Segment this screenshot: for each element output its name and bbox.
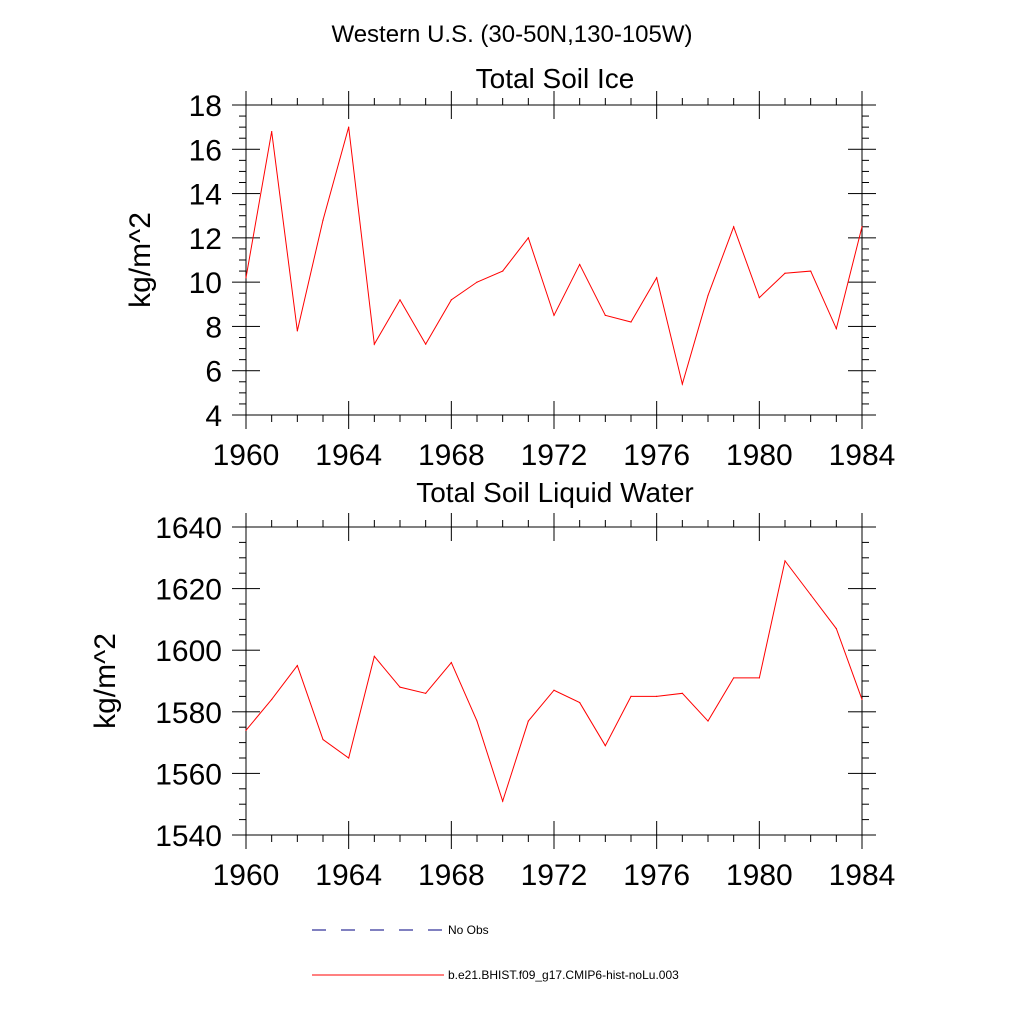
data-point [630,321,632,323]
data-point [810,594,812,596]
data-point [450,661,452,664]
x-tick-label: 1976 [623,859,690,892]
data-point [707,720,709,722]
series-line-model [245,127,863,386]
data-point [681,383,683,385]
y-axis-label: kg/m^2 [124,212,157,308]
x-tick-label: 1964 [315,439,382,472]
x-tick-label: 1984 [829,859,896,892]
data-point [604,745,606,747]
y-tick-label: 1640 [155,512,222,545]
data-point [579,263,581,266]
y-tick-label: 8 [205,311,222,344]
data-point [835,328,837,330]
plot-frame [245,104,863,416]
data-point [399,299,401,301]
series-line-model [245,559,863,803]
data-point [835,628,837,630]
x-tick-label: 1968 [418,439,485,472]
data-point [425,343,427,345]
data-point [245,277,247,279]
data-point [758,297,760,299]
x-tick-label: 1960 [213,439,280,472]
data-point [245,729,247,731]
x-tick-label: 1976 [623,439,690,472]
data-point [373,655,375,657]
y-tick-label: 6 [205,356,222,389]
legend: No Obs b.e21.BHIST.f09_g17.CMIP6-hist-no… [312,923,679,982]
x-tick-label: 1972 [521,859,588,892]
y-tick-label: 16 [189,134,222,167]
data-point [271,130,273,133]
axis-ticks: 1960 1964 1968 1972 1976 1980 1984 1540 1560 1580… [155,512,895,892]
data-point [707,294,709,297]
data-point [502,800,504,802]
data-point [861,226,863,228]
y-tick-label: 1540 [155,820,222,853]
data-point [604,314,606,316]
data-point [348,757,350,759]
data-point [656,277,658,279]
legend-label-no-obs: No Obs [448,923,489,937]
data-point [476,281,478,283]
panel-total-soil-liquid-water: Total Soil Liquid Water kg/m^2 1960 1964 1… [89,477,895,892]
axis-ticks: 1960 1964 1968 1972 1976 1980 1984 4 6 8 10 12 14 16 1… [189,90,896,472]
data-point [553,689,555,691]
data-point [733,226,735,228]
data-point [296,330,298,332]
y-tick-label: 4 [205,400,222,433]
data-point [373,343,375,345]
x-tick-label: 1980 [726,859,793,892]
data-point [861,698,863,701]
series-group [245,559,863,803]
x-tick-label: 1972 [521,439,588,472]
data-point [681,692,683,694]
data-point [322,738,324,741]
x-tick-label: 1980 [726,439,793,472]
panel-title: Total Soil Ice [476,63,635,94]
panel-title: Total Soil Liquid Water [416,477,694,508]
data-point [733,677,735,679]
data-point [271,698,273,701]
x-tick-label: 1964 [315,859,382,892]
data-point [784,272,786,274]
y-tick-label: 12 [189,223,222,256]
plot-frame [245,526,863,836]
data-point [348,126,350,128]
data-point [758,677,760,679]
data-point [630,695,632,698]
data-point [296,665,298,667]
y-tick-label: 18 [189,90,222,123]
y-tick-label: 14 [189,179,222,212]
legend-label-model: b.e21.BHIST.f09_g17.CMIP6-hist-noLu.003 [448,968,679,982]
data-point [450,299,452,301]
panel-total-soil-ice: Total Soil Ice kg/m^2 1960 1964 1968 1972 19… [124,63,895,472]
y-tick-label: 10 [189,267,222,300]
figure-suptitle: Western U.S. (30-50N,130-105W) [331,21,692,48]
data-point [656,695,658,698]
x-tick-label: 1960 [213,859,280,892]
y-tick-label: 1600 [155,635,222,668]
x-tick-label: 1968 [418,859,485,892]
data-point [399,686,401,688]
data-point [527,237,529,239]
data-point [810,270,812,272]
data-point [322,219,324,221]
data-point [502,270,504,272]
data-point [579,701,581,704]
data-point [527,720,529,722]
series-group [245,126,863,386]
y-tick-label: 1620 [155,574,222,607]
data-point [784,560,786,562]
data-point [425,692,427,694]
data-point [553,314,555,316]
x-tick-label: 1984 [829,439,896,472]
y-tick-label: 1560 [155,758,222,791]
y-tick-label: 1580 [155,697,222,730]
y-axis-label: kg/m^2 [89,633,122,729]
data-point [476,720,478,722]
